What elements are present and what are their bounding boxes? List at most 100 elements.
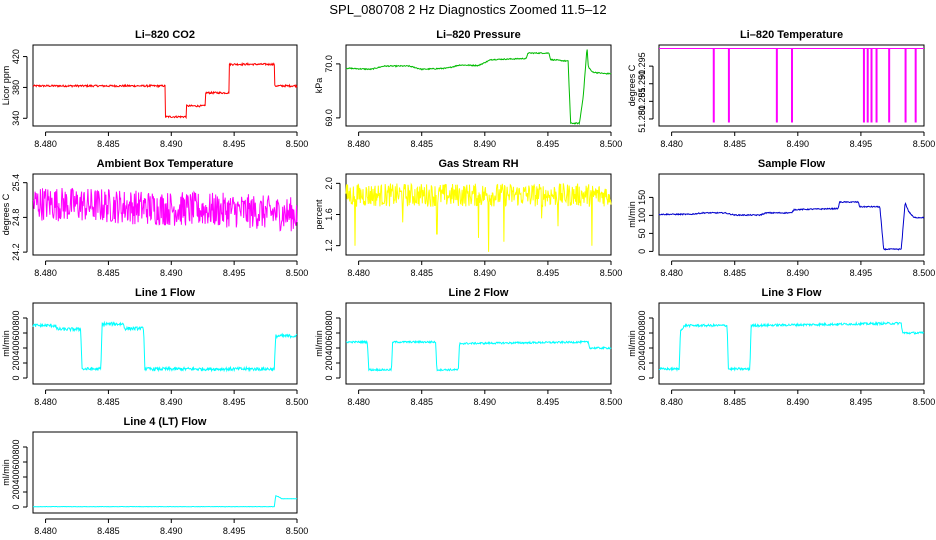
y-tick-label: 0 [637, 249, 647, 254]
series-line [32, 494, 298, 508]
x-tick-label: 8.500 [286, 139, 309, 149]
x-tick-label: 8.485 [97, 268, 120, 278]
x-tick-label: 8.500 [286, 268, 309, 278]
y-tick-label: 0 [324, 375, 334, 380]
y-tick-label: 600 [324, 325, 334, 340]
page-title: SPL_080708 2 Hz Diagnostics Zoomed 11.5–… [329, 2, 607, 17]
x-tick-label: 8.495 [537, 139, 560, 149]
x-tick-label: 8.490 [160, 139, 183, 149]
x-tick-label: 8.480 [660, 268, 683, 278]
y-axis-label: percent [314, 199, 324, 230]
x-tick-label: 8.485 [410, 268, 433, 278]
x-tick-label: 8.480 [660, 139, 683, 149]
x-tick-label: 8.480 [347, 268, 370, 278]
x-tick-label: 8.485 [97, 526, 120, 536]
y-tick-label: 400 [324, 340, 334, 355]
y-tick-label: 800 [11, 310, 21, 325]
y-tick-label: 0 [637, 375, 647, 380]
y-axis-label: ml/min [1, 330, 11, 357]
series-line [345, 49, 612, 126]
panel-title: Sample Flow [758, 158, 826, 170]
plot-frame [345, 44, 612, 127]
y-tick-label: 2.0 [324, 177, 334, 190]
y-tick-label: 800 [637, 310, 647, 325]
x-tick-label: 8.480 [660, 397, 683, 407]
y-axis-label: ml/min [627, 330, 637, 357]
x-tick-label: 8.480 [34, 139, 57, 149]
x-tick-label: 8.500 [600, 139, 623, 149]
x-tick-label: 8.485 [723, 397, 746, 407]
y-tick-label: 200 [324, 355, 334, 370]
plot-frame [658, 302, 925, 385]
x-tick-label: 8.490 [160, 268, 183, 278]
series-line [345, 339, 612, 372]
y-tick-label: 1.6 [324, 208, 334, 221]
plot-frame [32, 302, 298, 385]
x-tick-label: 8.490 [160, 526, 183, 536]
y-tick-label: 800 [11, 439, 21, 454]
x-tick-label: 8.490 [474, 397, 497, 407]
y-tick-label: 400 [11, 340, 21, 355]
y-tick-label: 400 [637, 340, 647, 355]
panel-title: Line 4 (LT) Flow [124, 416, 207, 428]
x-tick-label: 8.480 [34, 526, 57, 536]
plot-frame [345, 302, 612, 385]
panel-title: Li–820 Temperature [740, 29, 843, 41]
x-tick-label: 8.500 [913, 139, 936, 149]
y-tick-label: 69.0 [324, 109, 334, 127]
x-tick-label: 8.490 [474, 268, 497, 278]
y-tick-label: 0 [11, 504, 21, 509]
y-tick-label: 50 [637, 228, 647, 238]
y-axis-label: Licor ppm [1, 66, 11, 106]
x-tick-label: 8.500 [913, 268, 936, 278]
y-tick-label: 24.8 [11, 209, 21, 227]
x-tick-label: 8.495 [850, 397, 873, 407]
plot-frame [32, 431, 298, 514]
series-line [659, 48, 924, 123]
y-tick-label: 600 [11, 454, 21, 469]
panel-title: Li–820 CO2 [135, 29, 195, 41]
y-tick-label: 51.280 [637, 105, 647, 133]
y-tick-label: 600 [11, 325, 21, 340]
x-tick-label: 8.485 [97, 397, 120, 407]
y-tick-label: 340 [11, 111, 21, 126]
y-tick-label: 200 [11, 355, 21, 370]
x-tick-label: 8.485 [723, 268, 746, 278]
x-tick-label: 8.495 [223, 139, 246, 149]
y-tick-label: 1.2 [324, 239, 334, 252]
x-tick-label: 8.495 [850, 139, 873, 149]
y-tick-label: 51.290 [637, 70, 647, 98]
y-tick-label: 200 [11, 484, 21, 499]
x-tick-label: 8.500 [600, 397, 623, 407]
x-tick-label: 8.500 [286, 526, 309, 536]
x-tick-label: 8.490 [787, 268, 810, 278]
panel-title: Ambient Box Temperature [97, 158, 234, 170]
y-tick-label: 0 [11, 375, 21, 380]
y-axis-label: ml/min [627, 201, 637, 228]
x-tick-label: 8.480 [34, 397, 57, 407]
series-line [658, 200, 925, 251]
panel-title: Line 3 Flow [762, 287, 822, 299]
y-tick-label: 400 [11, 469, 21, 484]
plot-frame [658, 173, 925, 256]
y-tick-label: 800 [324, 310, 334, 325]
y-tick-label: 420 [11, 49, 21, 64]
x-tick-label: 8.500 [913, 397, 936, 407]
y-tick-label: 200 [637, 355, 647, 370]
x-tick-label: 8.495 [537, 397, 560, 407]
y-axis-label: ml/min [314, 330, 324, 357]
x-tick-label: 8.490 [787, 139, 810, 149]
y-tick-label: 100 [637, 208, 647, 223]
x-tick-label: 8.485 [97, 139, 120, 149]
series-line [32, 187, 298, 232]
series-line [32, 320, 297, 373]
x-tick-label: 8.480 [347, 139, 370, 149]
y-tick-label: 24.2 [11, 243, 21, 261]
series-line [32, 61, 298, 120]
panel-title: Li–820 Pressure [436, 29, 520, 41]
y-tick-label: 51.285 [637, 88, 647, 116]
series-line [345, 182, 612, 252]
x-tick-label: 8.495 [223, 268, 246, 278]
x-tick-label: 8.490 [474, 139, 497, 149]
